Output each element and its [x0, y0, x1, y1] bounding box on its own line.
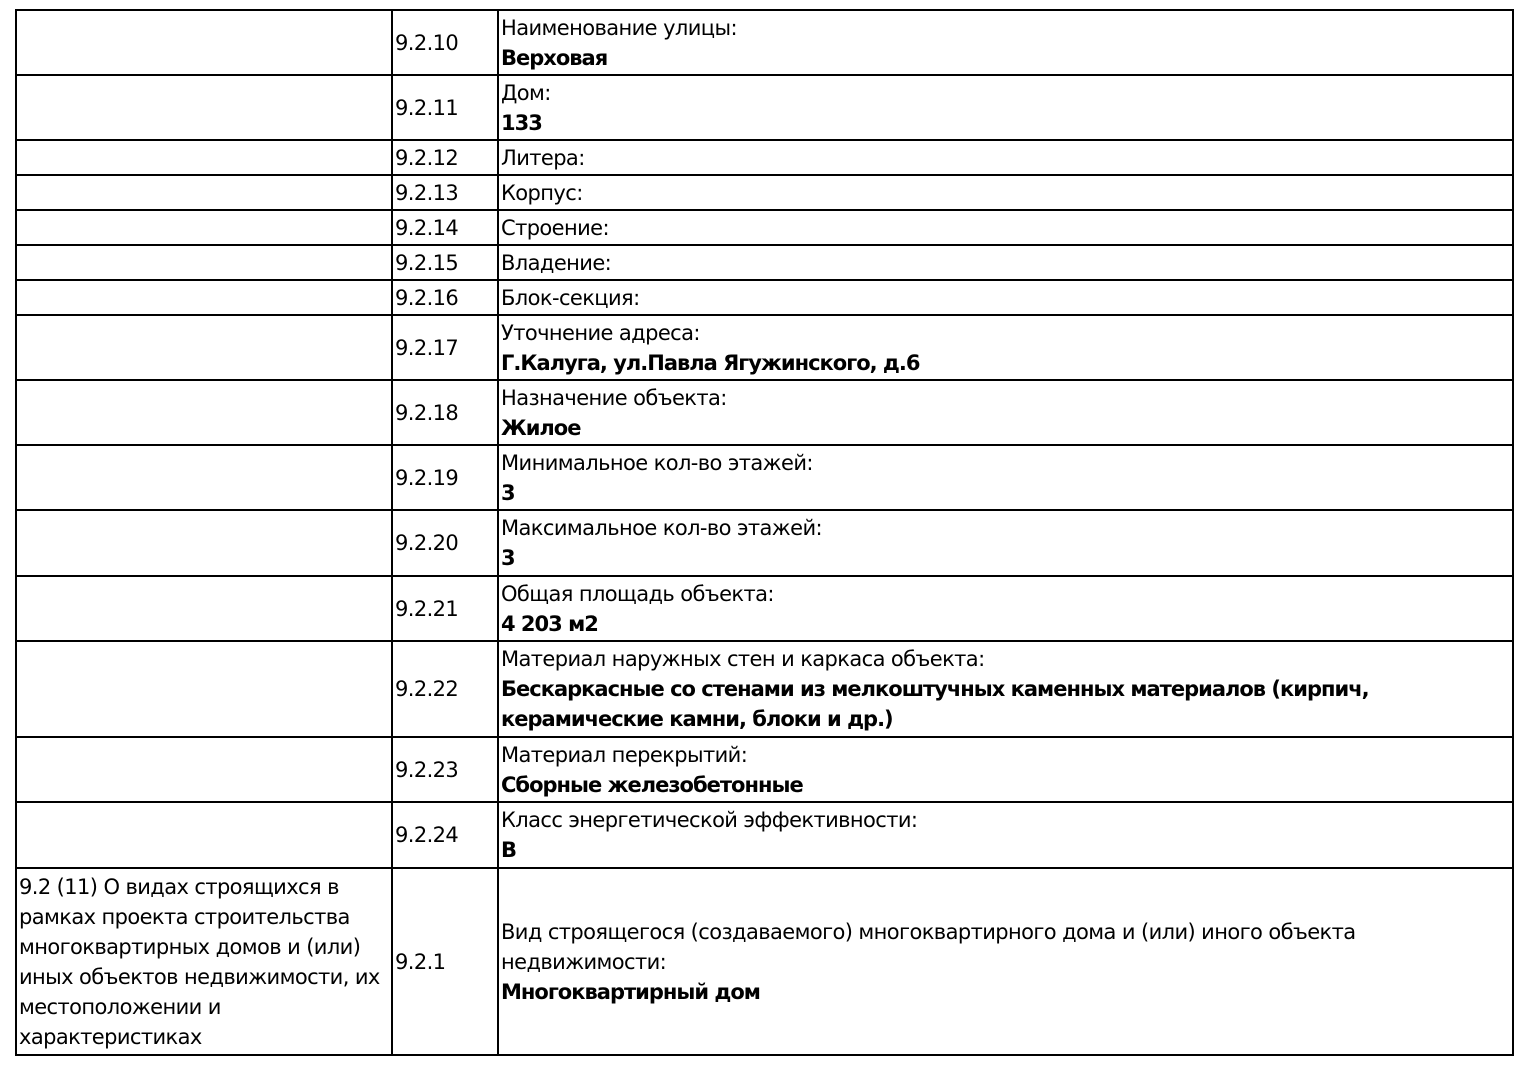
field-value: Верховая: [501, 45, 608, 70]
table-row: 9.2.11 Дом: 133: [15, 74, 1514, 141]
field-cell: Максимальное кол-во этажей: 3: [497, 509, 1514, 577]
field-label: Корпус:: [501, 180, 583, 205]
field-cell: Блок-секция:: [497, 279, 1514, 316]
section-cell: [15, 74, 393, 141]
code-cell: 9.2.13: [391, 174, 499, 211]
table-row: 9.2.12 Литера:: [15, 139, 1514, 176]
table-row: 9.2.10 Наименование улицы: Верховая: [15, 9, 1514, 76]
section-cell: [15, 575, 393, 642]
section-cell: 9.2 (11) О видах строящихся в рамках про…: [15, 867, 393, 1056]
table-row: 9.2.21 Общая площадь объекта: 4 203 м2: [15, 575, 1514, 642]
code-cell: 9.2.16: [391, 279, 499, 316]
field-cell: Минимальное кол-во этажей: 3: [497, 444, 1514, 511]
code-cell: 9.2.10: [391, 9, 499, 76]
field-value: Многоквартирный дом: [501, 979, 761, 1004]
code-cell: 9.2.17: [391, 314, 499, 381]
code-cell: 9.2.15: [391, 244, 499, 281]
code-cell: 9.2.22: [391, 640, 499, 738]
code-cell: 9.2.14: [391, 209, 499, 246]
section-cell: [15, 509, 393, 577]
field-cell: Материал наружных стен и каркаса объекта…: [497, 640, 1514, 738]
field-value: В: [501, 838, 517, 862]
section-cell: [15, 244, 393, 281]
field-value: Сборные железобетонные: [501, 772, 804, 797]
section-cell: [15, 640, 393, 738]
field-label: Блок-секция:: [501, 285, 640, 310]
section-cell: [15, 174, 393, 211]
table-row: 9.2.23 Материал перекрытий: Сборные железо…: [15, 736, 1514, 803]
code-cell: 9.2.23: [391, 736, 499, 803]
field-label: Владение:: [501, 250, 612, 275]
table-row: 9.2.22 Материал наружных стен и каркаса о…: [15, 640, 1514, 738]
field-cell: Наименование улицы: Верховая: [497, 9, 1514, 76]
table-body: 9.2.10 Наименование улицы: Верховая 9.2.11 Д…: [15, 9, 1514, 1056]
field-cell: Дом: 133: [497, 74, 1514, 141]
field-cell: Назначение объекта: Жилое: [497, 379, 1514, 446]
field-value: 133: [501, 110, 543, 135]
field-label: Уточнение адреса:: [501, 320, 700, 345]
field-cell: Корпус:: [497, 174, 1514, 211]
field-label: Назначение объекта:: [501, 385, 727, 410]
code-cell: 9.2.12: [391, 139, 499, 176]
field-value: 4 203 м2: [501, 611, 599, 636]
code-cell: 9.2.18: [391, 379, 499, 446]
table-row: 9.2.14 Строение:: [15, 209, 1514, 246]
section-cell: [15, 139, 393, 176]
field-label: Максимальное кол-во этажей:: [501, 516, 823, 540]
table-row: 9.2.16 Блок-секция:: [15, 279, 1514, 316]
table-row: 9.2.20 Максимальное кол-во этажей: 3: [15, 509, 1514, 577]
table-row: 9.2.13 Корпус:: [15, 174, 1514, 211]
table-row: 9.2.15 Владение:: [15, 244, 1514, 281]
code-cell: 9.2.24: [391, 801, 499, 869]
code-cell: 9.2.19: [391, 444, 499, 511]
field-label: Вид строящегося (создаваемого) многоквар…: [501, 919, 1356, 974]
field-cell: Уточнение адреса: Г.Калуга, ул.Павла Ягуж…: [497, 314, 1514, 381]
section-cell: [15, 279, 393, 316]
field-cell: Литера:: [497, 139, 1514, 176]
section-cell: [15, 801, 393, 869]
field-cell: Вид строящегося (создаваемого) многоквар…: [497, 867, 1514, 1056]
section-cell: [15, 209, 393, 246]
field-label: Литера:: [501, 145, 585, 170]
field-label: Общая площадь объекта:: [501, 581, 774, 606]
field-value: 3: [501, 546, 516, 570]
code-cell: 9.2.1: [391, 867, 499, 1056]
field-label: Материал наружных стен и каркаса объекта…: [501, 647, 985, 671]
field-label: Наименование улицы:: [501, 15, 738, 40]
code-cell: 9.2.21: [391, 575, 499, 642]
code-cell: 9.2.20: [391, 509, 499, 577]
section-cell: [15, 444, 393, 511]
section-cell: [15, 736, 393, 803]
table-row: 9.2.17 Уточнение адреса: Г.Калуга, ул.Павл…: [15, 314, 1514, 381]
field-cell: Строение:: [497, 209, 1514, 246]
section-cell: [15, 9, 393, 76]
field-label: Строение:: [501, 215, 610, 240]
field-label: Дом:: [501, 80, 551, 105]
section-cell: [15, 379, 393, 446]
field-cell: Класс энергетической эффективности: В: [497, 801, 1514, 869]
field-label: Материал перекрытий:: [501, 742, 748, 767]
field-cell: Общая площадь объекта: 4 203 м2: [497, 575, 1514, 642]
code-cell: 9.2.11: [391, 74, 499, 141]
field-cell: Владение:: [497, 244, 1514, 281]
table-row: 9.2 (11) О видах строящихся в рамках про…: [15, 867, 1514, 1056]
field-value: Г.Калуга, ул.Павла Ягужинского, д.6: [501, 350, 920, 375]
table-row: 9.2.19 Минимальное кол-во этажей: 3: [15, 444, 1514, 511]
field-label: Минимальное кол-во этажей:: [501, 450, 813, 475]
field-label: Класс энергетической эффективности:: [501, 808, 918, 832]
table-row: 9.2.24 Класс энергетической эффективности…: [15, 801, 1514, 869]
field-value: 3: [501, 480, 516, 505]
object-characteristics-table: 9.2.10 Наименование улицы: Верховая 9.2.11 Д…: [15, 9, 1514, 1056]
field-value: Жилое: [501, 415, 581, 440]
table-row: 9.2.18 Назначение объекта: Жилое: [15, 379, 1514, 446]
field-cell: Материал перекрытий: Сборные железобетонн…: [497, 736, 1514, 803]
field-value: Бескаркасные со стенами из мелкоштучных …: [501, 677, 1370, 731]
section-cell: [15, 314, 393, 381]
